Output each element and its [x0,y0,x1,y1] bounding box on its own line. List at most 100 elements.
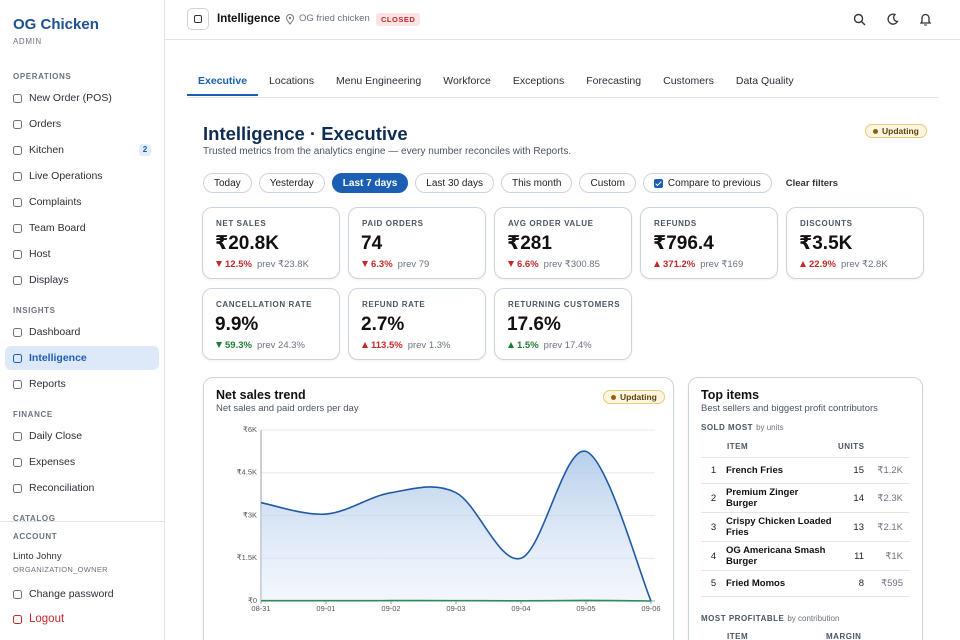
range-button[interactable]: Custom [579,173,636,193]
chart-subtitle: Net sales and paid orders per day [216,403,359,414]
tab[interactable]: Forecasting [586,75,642,87]
nav-section-title: OPERATIONS [13,72,72,81]
tabs: Executive Locations Menu Engineering Workfo… [187,68,805,96]
kpi-card: REFUND RATE 2.7% 113.5% prev 1.3% [348,288,486,360]
topbar-divider [165,39,960,40]
nav-item[interactable]: Reports [29,378,66,390]
delta-arrow [654,261,660,267]
kpi-delta: 6.3% [371,258,393,270]
checkmark [655,179,662,186]
section-subtitle: Trusted metrics from the analytics engin… [203,146,572,157]
kpi-delta: 1.5% [517,339,539,351]
x-tick-label: 09-06 [641,604,660,613]
nav-icon [13,275,22,285]
range-button[interactable]: Last 30 days [415,173,494,193]
range-button[interactable]: Last 7 days [331,173,409,193]
delta-arrow [508,261,514,267]
location-pin [285,14,295,25]
nav-icon [13,197,22,207]
x-tick-label: 08-31 [251,604,270,613]
item-revenue: ₹2.1K [877,521,903,533]
kpi-delta: 22.9% [809,258,836,270]
delta-arrow [216,342,222,348]
y-tick-label: ₹4.5K [237,468,257,477]
tab[interactable]: Data Quality [735,75,794,87]
logout[interactable]: Logout [29,613,65,625]
tab[interactable]: Executive [187,68,259,96]
nav-icon [13,171,22,181]
nav-item[interactable]: Live Operations [29,170,103,182]
item-units: 11 [854,550,864,562]
nav-item[interactable]: Reconciliation [29,482,95,494]
kpi-value: 17.6% [507,314,561,335]
nav-section-title: CATALOG [13,514,56,523]
sidebar [0,0,165,640]
item-rank: 2 [710,492,717,504]
change-password[interactable]: Change password [29,588,114,600]
delta-arrow [800,261,806,267]
nav-section-title: FINANCE [13,410,53,419]
tab[interactable]: Locations [269,75,314,87]
x-tick-label: 09-03 [446,604,465,613]
nav-icon [13,483,22,493]
theme-button[interactable] [886,13,899,26]
item-row: 3 Crispy Chicken Loaded Fries 13 ₹2.1K [701,513,909,542]
nav-item[interactable]: Host [29,248,51,260]
notifications-button[interactable] [919,12,932,26]
nav-item[interactable]: Kitchen [29,144,65,156]
toggle-icon [194,15,202,23]
nav-item[interactable]: New Order (POS) [29,92,112,104]
nav-item[interactable]: Expenses [29,456,76,468]
kpi-card: DISCOUNTS ₹3.5K 22.9% prev ₹2.8K [786,207,924,279]
sidebar-toggle[interactable] [187,8,209,30]
tab[interactable]: Customers [663,75,714,87]
column-header: MARGIN [826,632,862,640]
nav-item[interactable]: Daily Close [29,430,83,442]
kpi-delta-row: 6.6% prev ₹300.85 [508,257,600,271]
nav-icon [13,590,22,599]
kpi-delta: 371.2% [663,258,696,270]
item-units: 14 [853,492,864,504]
kpi-prev: prev ₹23.8K [256,258,309,270]
list-title-note: by contribution [787,614,840,623]
kpi-delta-row: 12.5% prev ₹23.8K [216,257,309,271]
kpi-delta-row: 113.5% prev 1.3% [362,338,450,352]
kpi-value: 2.7% [361,314,405,335]
search-button[interactable] [853,13,866,26]
nav-item[interactable]: Displays [29,274,69,286]
compare-toggle[interactable]: Compare to previous [642,173,772,193]
nav-item[interactable]: Dashboard [29,326,81,338]
x-tick-label: 09-04 [511,604,530,613]
kpi-card: PAID ORDERS 74 6.3% prev 79 [348,207,486,279]
list-title-note: by units [756,423,784,432]
y-tick-label: ₹6K [243,425,257,434]
range-button[interactable]: This month [501,173,573,193]
tab[interactable]: Menu Engineering [335,75,422,87]
kpi-prev: prev 24.3% [256,339,305,351]
item-revenue: ₹595 [881,578,903,589]
range-button[interactable]: Yesterday [258,173,325,193]
clear-filters[interactable]: Clear filters [785,177,839,189]
kpi-value: ₹3.5K [799,233,853,254]
range-button[interactable]: Today [203,173,252,193]
kpi-card: NET SALES ₹20.8K 12.5% prev ₹23.8K [202,207,340,279]
kpi-delta: 6.6% [517,258,539,270]
nav-item[interactable]: Orders [29,118,62,130]
list-title-text: SOLD MOST [701,423,754,432]
list-title-text: MOST PROFITABLE [701,614,785,623]
column-header: ITEM [727,442,749,451]
tab[interactable]: Workforce [443,75,491,87]
nav-item[interactable]: Complaints [29,196,82,208]
item-name: French Fries [726,465,784,476]
kpi-prev: prev ₹2.8K [840,258,888,270]
tab[interactable]: Exceptions [512,75,565,87]
nav-item[interactable]: Team Board [29,222,86,234]
status-text: Updating [882,126,919,136]
y-tick-label: ₹0 [248,596,257,605]
account-org: ORGANIZATION_OWNER [13,565,108,574]
kpi-delta: 12.5% [225,258,252,270]
nav-item[interactable]: Intelligence [29,352,87,364]
status-badge: Updating [603,390,665,404]
role: ADMIN [13,37,42,46]
